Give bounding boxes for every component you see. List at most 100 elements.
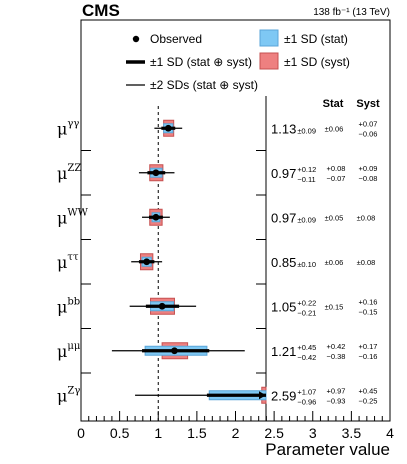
stat-uncertainty-down: −0.93	[327, 396, 346, 405]
total-uncertainty: ±0.09	[297, 215, 316, 224]
x-tick-label: 1.5	[187, 425, 207, 441]
syst-uncertainty: ±0.08	[357, 213, 376, 222]
parameter-label-sup: γγ	[67, 118, 79, 129]
observed-point	[158, 302, 166, 310]
overflow-arrow	[259, 391, 266, 400]
parameter-value: 0.85	[271, 255, 296, 270]
stat-uncertainty-down: −0.07	[327, 174, 346, 183]
parameter-value: 2.59	[271, 388, 296, 403]
parameter-value: 0.97	[271, 166, 296, 181]
parameter-row: μττ 0.85 ±0.10 ±0.06 ±0.08	[57, 239, 376, 272]
x-axis: 0 0.5 1 1.5 2 2.5 3 3.5 4	[77, 411, 394, 441]
syst-uncertainty-up: +0.16	[359, 297, 378, 306]
total-uncertainty: ±0.09	[297, 126, 316, 135]
x-tick-label: 4	[386, 425, 394, 441]
stat-uncertainty: ±0.06	[325, 124, 344, 133]
parameter-row: μγγ 1.13 ±0.09 ±0.06 +0.07−0.06	[57, 118, 377, 138]
legend-stat-box	[259, 29, 279, 47]
stat-uncertainty-up: +0.08	[327, 164, 346, 173]
total-uncertainty-up: +0.45	[297, 343, 316, 352]
parameter-label-base: μ	[57, 297, 67, 316]
syst-uncertainty-up: +0.07	[359, 119, 378, 128]
total-uncertainty-down: −0.42	[297, 353, 316, 362]
parameter-label-sup: WW	[67, 207, 88, 218]
parameter-row: μμμ 1.21 +0.45−0.42 +0.42−0.38 +0.17−0.16	[57, 328, 378, 362]
parameter-label-sup: ZZ	[67, 163, 81, 174]
parameter-row: μWW 0.97 ±0.09 ±0.05 ±0.08	[57, 194, 376, 227]
legend-observed-marker	[132, 35, 140, 43]
total-uncertainty-down: −0.21	[297, 308, 316, 317]
total-uncertainty-up: +1.07	[297, 387, 316, 396]
parameter-row: μZZ 0.97 +0.12−0.11 +0.08−0.07 +0.09−0.08	[57, 150, 378, 184]
parameter-value: 1.21	[271, 344, 296, 359]
parameter-value: 1.13	[271, 121, 296, 136]
x-tick-label: 2	[232, 425, 240, 441]
total-uncertainty: ±0.10	[297, 260, 316, 269]
syst-uncertainty: ±0.08	[357, 258, 376, 267]
total-uncertainty-up: +0.22	[297, 298, 316, 307]
observed-point	[171, 347, 178, 355]
parameter-value: 1.05	[271, 299, 296, 314]
total-uncertainty-down: −0.11	[297, 175, 315, 184]
col-header-stat: Stat	[323, 98, 344, 110]
stat-uncertainty: ±0.05	[325, 213, 344, 222]
syst-uncertainty-up: +0.17	[359, 342, 378, 351]
parameter-row: μbb 1.05 +0.22−0.21 ±0.15 +0.16−0.15	[57, 283, 378, 317]
stat-uncertainty-up: +0.97	[327, 386, 346, 395]
parameter-label: μττ	[57, 252, 79, 272]
stat-uncertainty: ±0.15	[325, 302, 344, 311]
legend-syst-box	[259, 52, 279, 70]
observed-point	[143, 258, 151, 266]
parameter-label-sup: bb	[67, 296, 80, 307]
parameter-row: μZγ 2.59 +1.07−0.96 +0.97−0.93 +0.45−0.25	[57, 372, 378, 406]
observed-point	[152, 213, 160, 221]
total-uncertainty-up: +0.12	[297, 165, 316, 174]
parameter-label-base: μ	[57, 208, 67, 227]
parameter-label-base: μ	[57, 119, 67, 138]
parameter-label-base: μ	[57, 386, 67, 405]
syst-uncertainty-up: +0.45	[359, 386, 378, 395]
parameter-label-base: μ	[57, 164, 67, 183]
legend-total-2sd-text: ±2 SDs (stat ⊕ syst)	[150, 78, 258, 92]
col-header-syst: Syst	[356, 98, 380, 110]
legend-stat-text: ±1 SD (stat)	[284, 32, 348, 46]
x-tick-label: 1	[154, 425, 162, 441]
observed-point	[152, 169, 160, 177]
legend: Observed ±1 SD (stat ⊕ syst) ±2 SDs (sta…	[126, 29, 350, 92]
parameter-value: 0.97	[271, 210, 296, 225]
parameter-label-sup: μμ	[67, 341, 80, 352]
parameter-label-base: μ	[57, 342, 67, 361]
parameter-label: μbb	[57, 296, 80, 316]
x-tick-label: 3	[309, 425, 317, 441]
parameter-label-base: μ	[57, 253, 67, 272]
stat-uncertainty-up: +0.42	[327, 342, 346, 351]
parameter-label: μWW	[57, 207, 89, 227]
x-tick-label: 0	[77, 425, 85, 441]
x-tick-label: 2.5	[264, 425, 284, 441]
syst-uncertainty-down: −0.15	[359, 307, 378, 316]
observed-point	[164, 124, 172, 132]
stat-uncertainty: ±0.06	[325, 258, 344, 267]
x-tick-label: 0.5	[110, 425, 130, 441]
parameter-label-sup: Zγ	[67, 385, 80, 396]
stat-uncertainty-down: −0.38	[327, 352, 346, 361]
x-tick-label: 3.5	[342, 425, 362, 441]
syst-uncertainty-down: −0.06	[359, 129, 378, 138]
legend-syst-text: ±1 SD (syst)	[284, 55, 350, 69]
legend-observed-text: Observed	[150, 32, 202, 46]
syst-uncertainty-down: −0.16	[359, 352, 378, 361]
legend-total-1sd-text: ±1 SD (stat ⊕ syst)	[150, 55, 252, 69]
parameter-label-sup: ττ	[67, 252, 79, 263]
parameter-label: μμμ	[57, 341, 81, 361]
parameter-label: μZZ	[57, 163, 81, 183]
experiment-label: CMS	[82, 1, 120, 20]
parameter-label: μγγ	[57, 118, 79, 138]
syst-uncertainty-down: −0.08	[359, 174, 378, 183]
total-uncertainty-down: −0.96	[297, 397, 316, 406]
x-axis-label: Parameter value	[265, 440, 390, 459]
parameter-label: μZγ	[57, 385, 80, 405]
syst-uncertainty-up: +0.09	[359, 164, 378, 173]
